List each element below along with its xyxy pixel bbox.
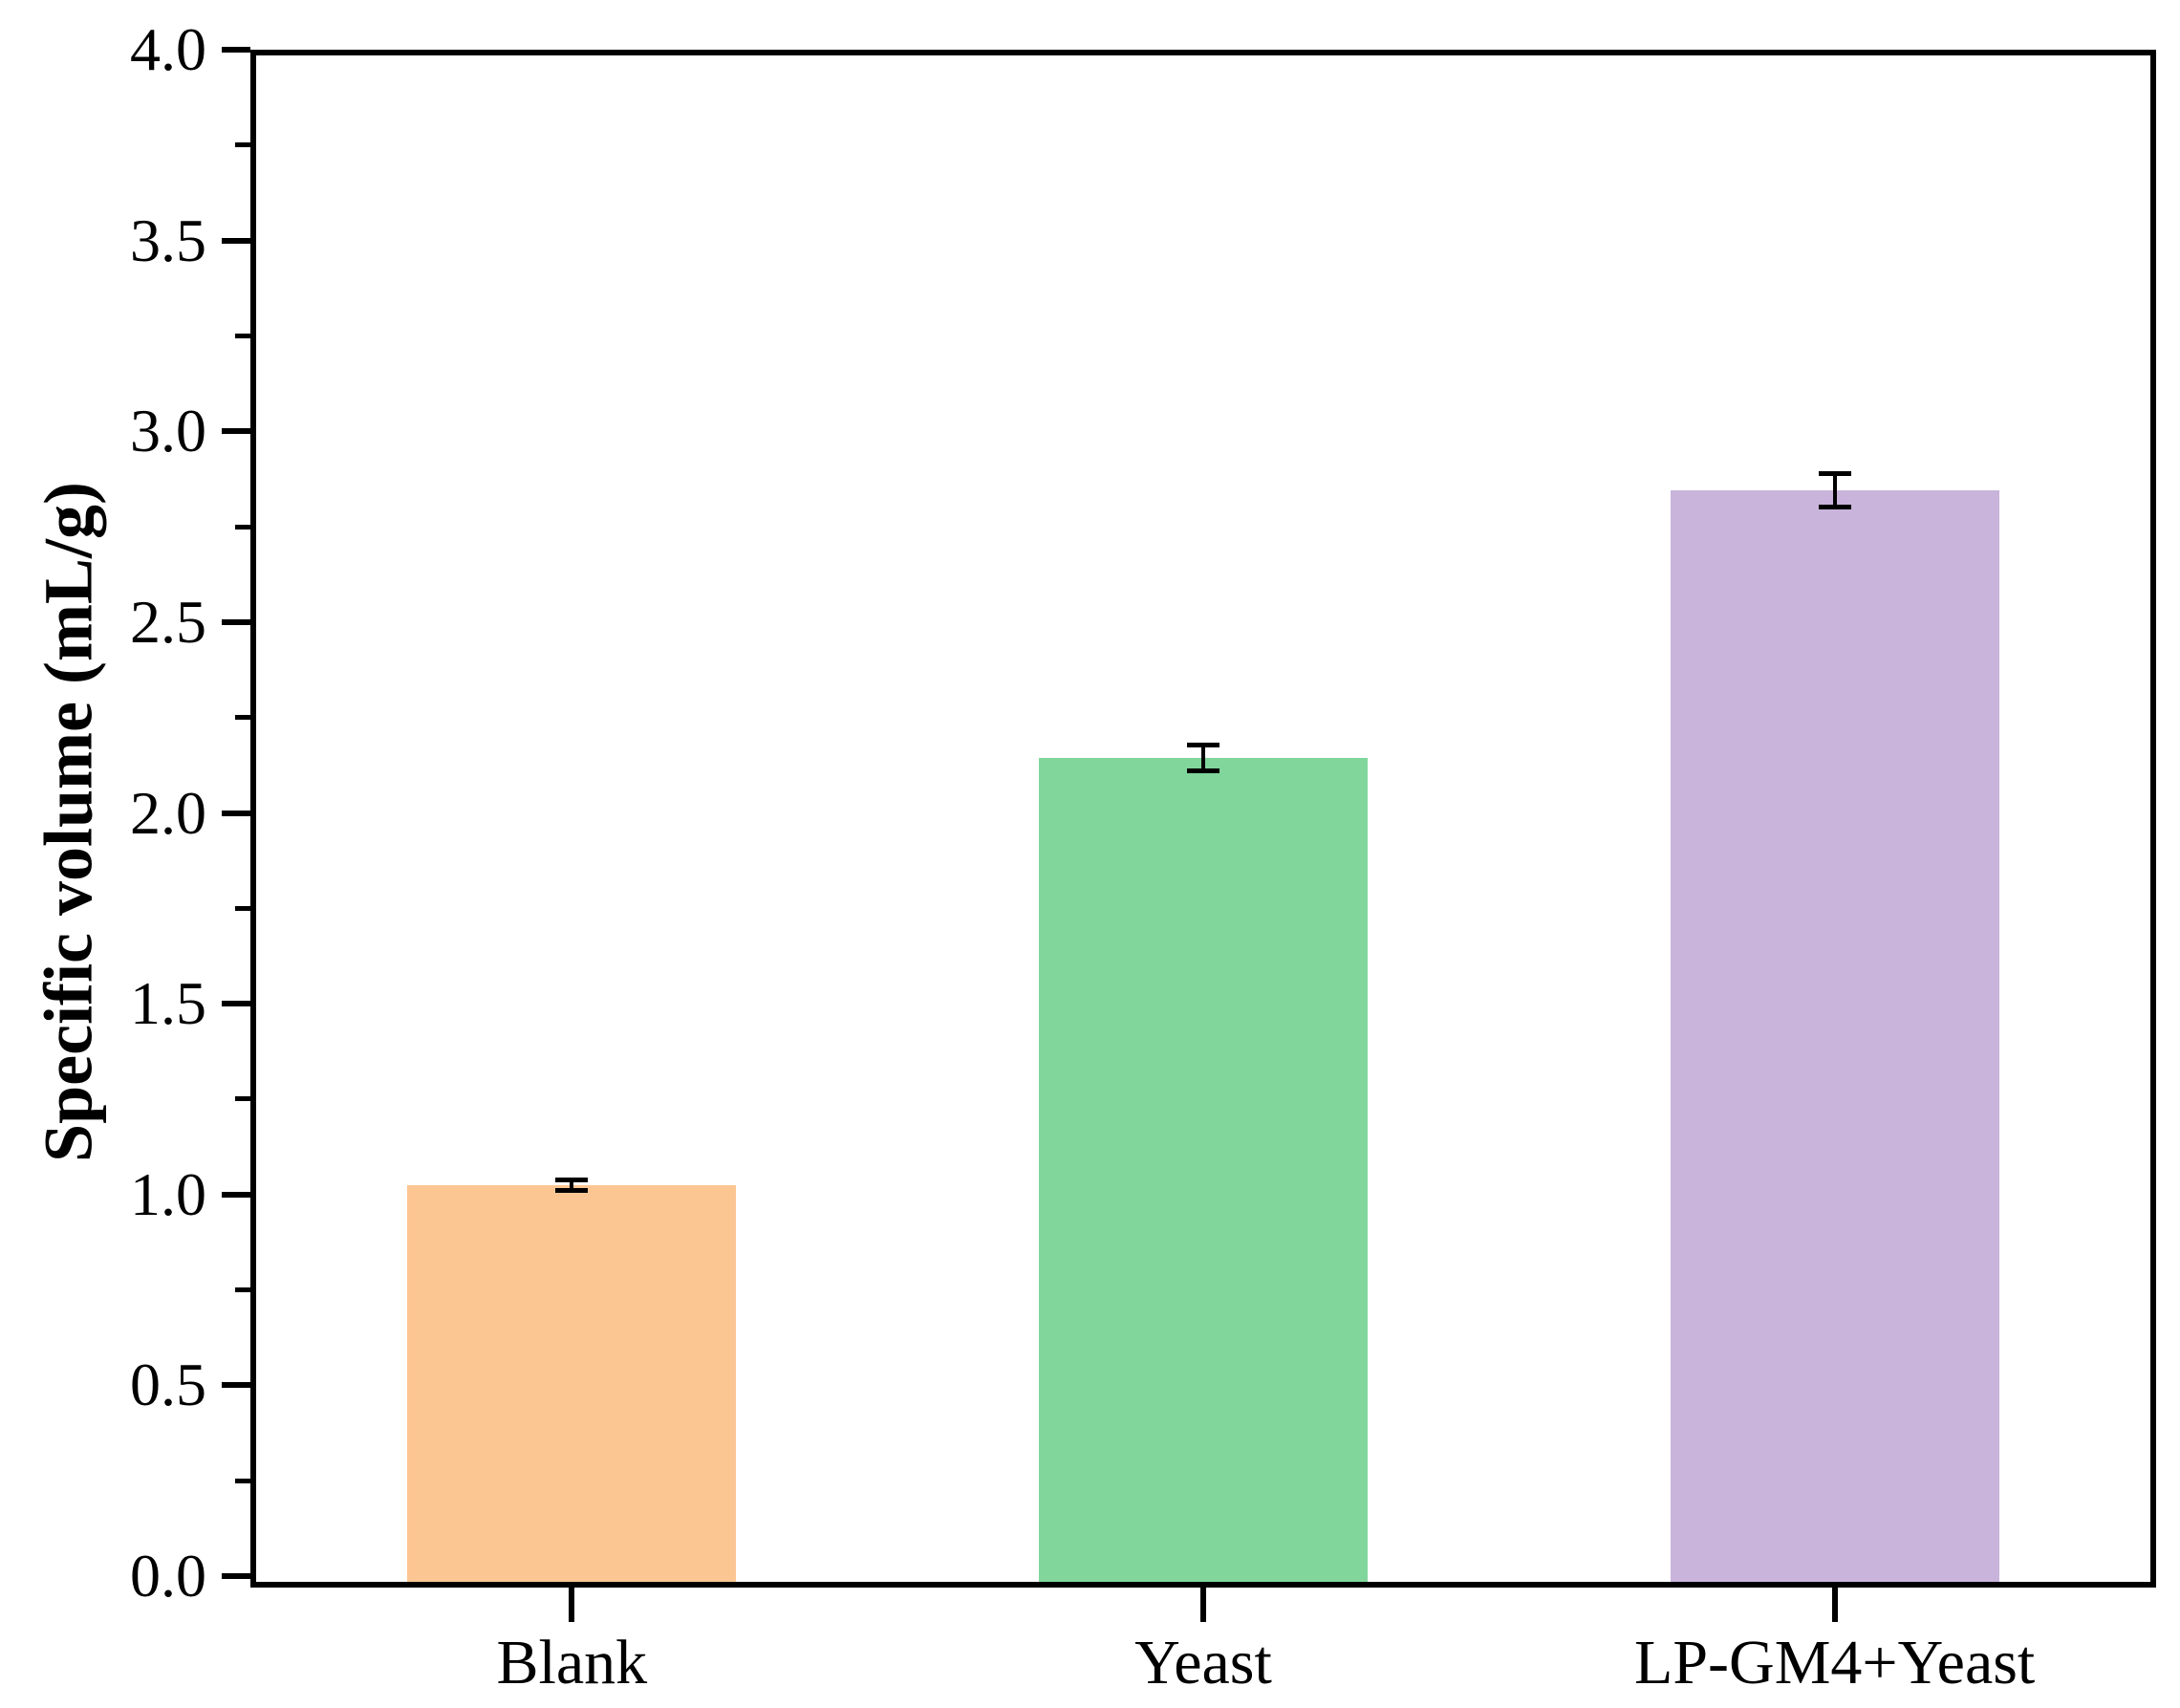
y-axis-major-tick <box>222 618 250 625</box>
y-axis-major-tick <box>222 1573 250 1579</box>
y-axis-tick-label: 1.0 <box>130 1159 206 1228</box>
y-axis-minor-tick <box>235 1287 250 1293</box>
bar-blank <box>407 1184 737 1582</box>
y-axis-minor-tick <box>235 905 250 911</box>
bar-lp-gm4-yeast <box>1670 490 1999 1582</box>
y-axis-major-tick <box>222 810 250 816</box>
error-bar-cap-top-blank <box>555 1177 589 1182</box>
error-bar-cap-bottom-lp-gm4-yeast <box>1818 505 1851 510</box>
error-bar-line-yeast <box>1201 746 1205 769</box>
y-axis-tick-label: 2.0 <box>130 778 206 847</box>
y-axis-major-tick <box>222 1191 250 1198</box>
y-axis-tick-label: 3.0 <box>130 397 206 465</box>
bar-yeast <box>1039 757 1368 1582</box>
y-axis-tick-label: 1.5 <box>130 969 206 1038</box>
y-axis-minor-tick <box>235 142 250 148</box>
error-bar-cap-bottom-blank <box>555 1187 589 1193</box>
y-axis-tick-label: 2.5 <box>130 587 206 656</box>
error-bar-cap-top-yeast <box>1187 742 1220 747</box>
x-axis-tick-lp-gm4-yeast <box>1831 1586 1838 1622</box>
x-axis-tick-yeast <box>1200 1586 1206 1622</box>
x-axis-category-label-blank: Blank <box>496 1628 648 1697</box>
y-axis-minor-tick <box>235 333 250 338</box>
y-axis-minor-tick <box>235 1096 250 1102</box>
y-axis-major-tick <box>222 1001 250 1007</box>
y-axis-minor-tick <box>235 1478 250 1483</box>
error-bar-line-blank <box>570 1180 574 1189</box>
error-bar-cap-top-lp-gm4-yeast <box>1818 471 1851 477</box>
x-axis-category-label-yeast: Yeast <box>1134 1628 1272 1697</box>
y-axis-major-tick <box>222 428 250 435</box>
plot-area <box>250 50 2156 1588</box>
y-axis-tick-label: 0.5 <box>130 1351 206 1419</box>
y-axis-major-tick <box>222 237 250 244</box>
error-bar-cap-bottom-yeast <box>1187 768 1220 773</box>
y-axis-major-tick <box>222 47 250 53</box>
y-axis-minor-tick <box>235 715 250 721</box>
error-bar-line-lp-gm4-yeast <box>1832 475 1837 507</box>
x-axis-tick-blank <box>569 1586 575 1622</box>
y-axis-tick-label: 4.0 <box>130 15 206 83</box>
y-axis-minor-tick <box>235 524 250 530</box>
y-axis-major-tick <box>222 1382 250 1389</box>
x-axis-category-label-lp-gm4-yeast: LP-GM4+Yeast <box>1634 1628 2036 1697</box>
y-axis-tick-label: 0.0 <box>130 1542 206 1610</box>
y-axis-tick-label: 3.5 <box>130 205 206 274</box>
